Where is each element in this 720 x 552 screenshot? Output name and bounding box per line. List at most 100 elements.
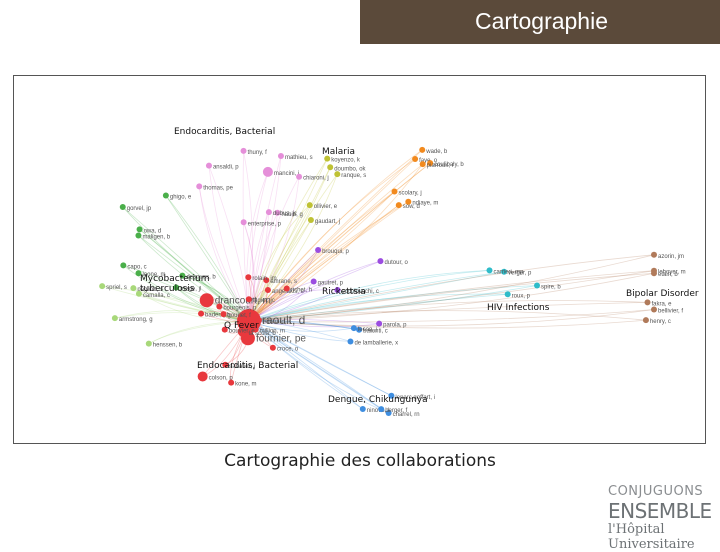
author-node[interactable] (274, 209, 281, 216)
collaboration-edge (138, 272, 250, 322)
collaboration-edge (248, 270, 655, 322)
collaboration-edge (198, 186, 250, 322)
author-node[interactable] (245, 274, 252, 281)
author-node[interactable] (269, 344, 276, 351)
author-node[interactable] (486, 267, 493, 274)
author-node[interactable] (130, 285, 137, 292)
collaboration-edge (248, 272, 655, 322)
author-node[interactable] (220, 311, 227, 318)
author-node[interactable] (136, 226, 143, 233)
author-node[interactable] (240, 219, 247, 226)
collaboration-edge (248, 158, 416, 322)
collaboration-edge (248, 155, 282, 322)
author-node[interactable] (222, 361, 229, 368)
collaboration-edge (165, 195, 250, 322)
author-label: capo, c (127, 264, 146, 270)
author-node[interactable] (376, 320, 383, 327)
author-node[interactable] (221, 326, 228, 333)
author-label: azorin, jm (658, 254, 684, 260)
author-node[interactable] (173, 284, 180, 291)
author-node[interactable] (198, 310, 205, 317)
author-node[interactable] (388, 392, 395, 399)
author-node[interactable] (205, 162, 212, 169)
author-node[interactable] (264, 286, 271, 293)
author-node[interactable] (307, 216, 314, 223)
author-node[interactable] (359, 406, 366, 413)
author-node[interactable] (162, 192, 169, 199)
author-node[interactable] (296, 173, 303, 180)
author-label: ollivier, e (314, 204, 338, 210)
author-node[interactable] (405, 198, 412, 205)
author-node[interactable] (419, 161, 426, 168)
collaboration-edge (138, 293, 250, 322)
author-node[interactable] (347, 338, 354, 345)
collaboration-edge (248, 272, 655, 322)
author-node[interactable] (642, 317, 649, 324)
author-node[interactable] (391, 188, 398, 195)
author-node[interactable] (644, 299, 651, 306)
author-node[interactable] (265, 209, 272, 216)
author-node[interactable] (310, 278, 317, 285)
author-node[interactable] (237, 326, 248, 337)
author-node[interactable] (651, 251, 657, 258)
author-label: doumbo, ok (334, 166, 366, 172)
author-node[interactable] (395, 202, 402, 209)
collaboration-edge (248, 191, 395, 322)
author-node[interactable] (315, 247, 322, 254)
author-node[interactable] (377, 258, 384, 265)
author-node[interactable] (228, 379, 235, 386)
author-node[interactable] (427, 160, 434, 167)
author-node[interactable] (378, 406, 385, 413)
author-node[interactable] (199, 293, 214, 308)
author-node[interactable] (534, 282, 541, 289)
author-node[interactable] (501, 268, 508, 275)
author-node[interactable] (197, 371, 208, 382)
author-label: wade, b (425, 149, 448, 155)
author-node[interactable] (135, 232, 142, 239)
author-node[interactable] (111, 315, 118, 322)
author-node[interactable] (145, 340, 152, 347)
author-node[interactable] (651, 306, 657, 313)
author-node[interactable] (334, 287, 341, 294)
collaboration-edge (198, 186, 250, 322)
author-node[interactable] (327, 164, 334, 171)
author-node[interactable] (419, 146, 426, 153)
author-node[interactable] (240, 147, 247, 154)
author-node[interactable] (504, 291, 511, 298)
author-node[interactable] (252, 326, 259, 333)
author-node[interactable] (334, 171, 341, 178)
author-node[interactable] (179, 272, 186, 279)
author-node[interactable] (255, 317, 262, 324)
author-node[interactable] (99, 283, 106, 290)
author-node[interactable] (412, 156, 419, 163)
author-node[interactable] (385, 409, 392, 416)
author-label: drancourt, m (215, 295, 271, 306)
slide-caption: Cartographie des collaborations (224, 451, 496, 471)
author-node[interactable] (324, 155, 331, 162)
author-node[interactable] (245, 296, 252, 303)
author-node[interactable] (263, 277, 270, 284)
collaboration-edge (248, 260, 381, 322)
author-node[interactable] (135, 270, 142, 277)
author-node[interactable] (216, 303, 223, 310)
collaboration-edge (248, 271, 505, 322)
author-node[interactable] (283, 285, 290, 292)
author-label: mege, jl (180, 287, 201, 293)
author-node[interactable] (262, 166, 273, 177)
author-node[interactable] (277, 153, 284, 160)
author-label: ndiaye, m (412, 201, 438, 207)
author-node[interactable] (350, 325, 357, 332)
author-node[interactable] (119, 204, 126, 211)
collaboration-edge (208, 165, 250, 322)
author-node[interactable] (356, 326, 363, 333)
author-node[interactable] (306, 202, 313, 209)
author-label: leboyer, m (658, 270, 686, 276)
author-node[interactable] (135, 290, 142, 297)
author-node[interactable] (196, 183, 203, 190)
collaboration-edge (248, 260, 381, 322)
topic-label: Endocarditis, Bacterial (174, 127, 275, 137)
collaboration-edge (248, 320, 389, 414)
author-node[interactable] (120, 262, 127, 269)
author-node[interactable] (651, 270, 657, 277)
author-label: gorvel, jp (127, 206, 152, 212)
